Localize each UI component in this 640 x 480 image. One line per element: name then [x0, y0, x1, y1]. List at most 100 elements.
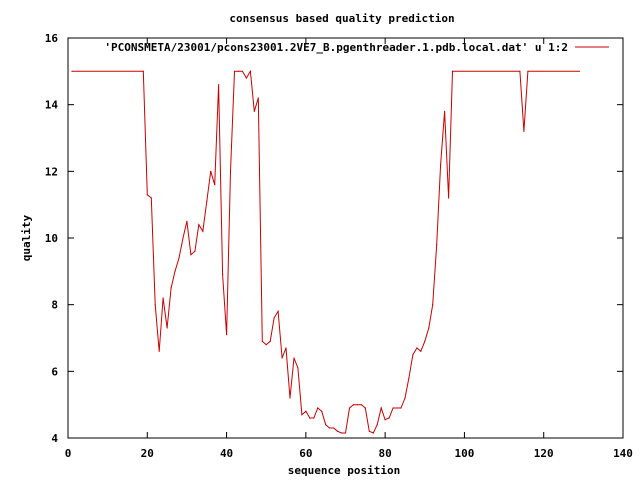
data-point [261, 340, 263, 342]
chart-title: consensus based quality prediction [229, 12, 454, 25]
data-point [281, 357, 283, 359]
data-point [436, 244, 438, 246]
y-tick-label: 16 [45, 32, 59, 45]
data-point [237, 70, 240, 72]
data-point [388, 417, 390, 419]
data-point [297, 367, 299, 369]
x-axis: 0 20 40 60 80 100 120 140 [65, 38, 633, 460]
y-tick-label: 8 [51, 299, 58, 312]
data-point [210, 170, 212, 172]
data-point [182, 237, 184, 239]
data-point [309, 417, 311, 419]
data-point [368, 430, 370, 432]
data-point [245, 77, 247, 79]
data-point [317, 407, 319, 409]
data-point [285, 347, 287, 349]
data-point [325, 424, 327, 426]
data-point [265, 344, 267, 346]
x-tick-label: 40 [220, 447, 233, 460]
data-point [333, 427, 335, 429]
data-point [158, 350, 160, 352]
data-point [142, 70, 144, 72]
y-tick-label: 12 [45, 165, 58, 178]
data-point [202, 230, 204, 232]
data-point [364, 407, 366, 409]
y-tick-label: 14 [45, 99, 59, 112]
data-point [249, 70, 251, 72]
data-point [380, 407, 382, 409]
data-point [170, 287, 172, 289]
data-point [241, 70, 243, 72]
data-point [178, 257, 180, 259]
legend: 'PCONSMETA/23001/pcons23001.2VE7_B.pgent… [104, 41, 609, 54]
data-point [277, 310, 279, 312]
data-point [273, 317, 275, 319]
data-point [305, 410, 307, 412]
data-point [416, 347, 418, 349]
data-point [174, 270, 176, 272]
data-point [269, 340, 271, 342]
data-point [301, 414, 303, 416]
data-point [154, 304, 156, 306]
data-point [289, 397, 291, 399]
data-point [313, 417, 315, 419]
y-axis: 4 6 8 10 12 14 16 [45, 32, 623, 445]
x-tick-label: 140 [613, 447, 633, 460]
data-point [321, 410, 323, 412]
data-point [194, 250, 196, 252]
data-point [337, 430, 339, 432]
data-point [166, 327, 168, 329]
y-tick-label: 4 [51, 432, 58, 445]
data-point [233, 70, 236, 72]
data-point [214, 184, 216, 186]
data-point [329, 427, 331, 429]
data-point [356, 404, 358, 406]
data-point [519, 70, 521, 72]
data-point [146, 194, 148, 196]
data-point [420, 350, 422, 352]
x-tick-label: 120 [534, 447, 554, 460]
data-point [428, 327, 430, 329]
data-point [229, 170, 232, 172]
data-point [71, 70, 73, 72]
data-point [257, 97, 259, 99]
data-point [404, 397, 406, 399]
x-tick-label: 20 [141, 447, 154, 460]
data-point [352, 404, 354, 406]
data-point [412, 354, 414, 356]
data-point [253, 110, 255, 112]
data-point [293, 357, 295, 359]
x-tick-label: 60 [299, 447, 312, 460]
data-point [190, 254, 192, 256]
data-point [392, 407, 394, 409]
data-point [444, 110, 446, 112]
data-point [150, 197, 152, 199]
data-point [344, 432, 347, 434]
data-point [451, 70, 454, 72]
data-points [71, 70, 581, 434]
data-point [348, 407, 351, 409]
data-point [408, 377, 410, 379]
x-tick-label: 80 [379, 447, 392, 460]
data-point [376, 424, 378, 426]
data-point [162, 297, 164, 299]
data-point [523, 130, 525, 132]
data-point [360, 404, 362, 406]
data-point [432, 304, 434, 306]
data-point [340, 432, 343, 434]
data-point [396, 407, 398, 409]
data-point [186, 220, 188, 222]
data-point [226, 334, 228, 336]
legend-label: 'PCONSMETA/23001/pcons23001.2VE7_B.pgent… [104, 41, 568, 54]
y-tick-label: 10 [45, 232, 58, 245]
data-point [578, 70, 581, 72]
y-axis-label: quality [20, 214, 33, 261]
series-line [72, 69, 580, 434]
data-point [206, 200, 208, 202]
x-tick-label: 0 [65, 447, 72, 460]
y-tick-label: 6 [51, 365, 58, 378]
data-point [384, 419, 386, 421]
x-tick-label: 100 [454, 447, 474, 460]
